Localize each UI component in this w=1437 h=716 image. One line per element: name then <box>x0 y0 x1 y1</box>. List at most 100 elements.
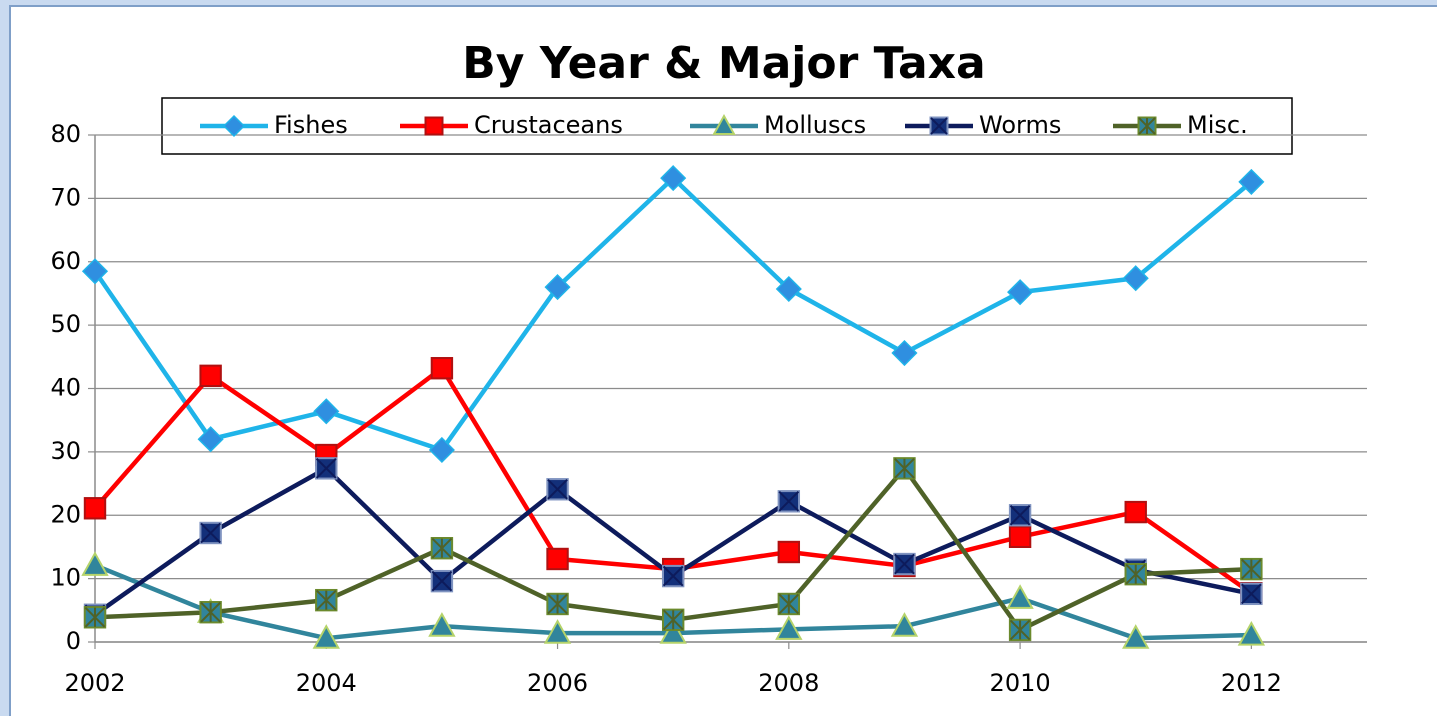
x-tick-label: 2006 <box>527 669 588 697</box>
x-tick-label: 2010 <box>990 669 1051 697</box>
marker-shape <box>222 114 246 138</box>
marker <box>1240 582 1263 606</box>
marker-shape <box>1122 624 1150 649</box>
marker <box>315 588 338 612</box>
marker-shape <box>430 357 454 380</box>
marker <box>893 457 916 480</box>
marker-cross <box>1009 504 1031 526</box>
marker-cross <box>315 458 337 479</box>
marker-cross <box>1138 117 1156 135</box>
marker <box>661 608 685 632</box>
y-tick-label: 10 <box>50 564 81 592</box>
x-tick-label: 2002 <box>64 669 125 697</box>
marker-shape <box>424 116 444 136</box>
marker <box>543 619 572 644</box>
marker <box>222 114 246 138</box>
marker-shape <box>544 274 571 301</box>
y-tick-label: 0 <box>66 627 81 655</box>
marker <box>1122 265 1149 292</box>
marker-shape <box>1006 584 1034 609</box>
marker <box>430 569 454 593</box>
marker <box>428 612 456 637</box>
marker-cross <box>894 553 915 575</box>
marker-shape <box>313 398 340 425</box>
marker-cross <box>200 522 221 544</box>
marker <box>81 258 109 285</box>
marker-cross <box>200 601 221 623</box>
marker-shape <box>712 113 736 135</box>
marker <box>81 551 109 576</box>
marker <box>893 552 916 576</box>
marker-shape <box>81 258 109 285</box>
marker-shape <box>428 436 455 464</box>
marker-shape <box>1238 168 1265 195</box>
marker <box>199 521 222 545</box>
marker <box>777 540 801 564</box>
legend-label: Crustaceans <box>474 111 623 139</box>
marker <box>1124 500 1147 524</box>
legend-label: Molluscs <box>764 111 866 139</box>
marker-shape <box>775 275 802 303</box>
marker <box>1008 525 1032 548</box>
marker <box>546 547 569 571</box>
marker <box>430 537 454 560</box>
y-tick-label: 80 <box>50 120 81 148</box>
marker-cross <box>930 117 948 135</box>
legend-label: Misc. <box>1187 111 1248 139</box>
marker-shape <box>1007 279 1034 306</box>
marker-shape <box>543 619 572 644</box>
y-tick-label: 50 <box>50 310 81 338</box>
x-tick-label: 2004 <box>296 669 357 697</box>
marker-cross <box>547 478 568 500</box>
marker <box>775 615 803 640</box>
x-tick-label: 2008 <box>758 669 819 697</box>
marker <box>1240 557 1263 581</box>
marker <box>661 564 685 588</box>
marker <box>1008 618 1032 642</box>
marker-cross <box>315 589 337 611</box>
marker-shape <box>777 540 801 564</box>
marker-cross <box>1009 619 1031 641</box>
marker-cross <box>1125 563 1147 585</box>
y-tick-label: 30 <box>50 437 81 465</box>
marker <box>1238 168 1265 195</box>
marker <box>712 113 736 135</box>
marker-shape <box>1237 620 1266 646</box>
marker <box>315 457 338 480</box>
y-tick-label: 60 <box>50 247 81 275</box>
marker <box>197 426 224 453</box>
marker <box>424 116 444 136</box>
marker <box>199 364 222 388</box>
marker-cross <box>431 537 453 559</box>
legend-label: Fishes <box>274 111 348 139</box>
marker-cross <box>84 606 106 628</box>
marker-shape <box>199 364 222 388</box>
marker <box>83 606 107 629</box>
y-tick-label: 20 <box>50 500 81 528</box>
marker <box>929 116 949 136</box>
marker-shape <box>546 547 569 571</box>
marker <box>313 398 340 425</box>
marker <box>546 592 569 616</box>
marker <box>660 165 687 192</box>
marker-cross <box>778 490 800 512</box>
legend-label: Worms <box>979 111 1061 139</box>
y-tick-label: 70 <box>50 183 81 211</box>
marker-shape <box>775 615 803 640</box>
marker <box>777 592 801 616</box>
marker <box>312 624 340 649</box>
marker-cross <box>662 565 684 587</box>
marker-shape <box>428 612 456 637</box>
marker <box>428 436 455 464</box>
marker <box>891 339 918 367</box>
marker <box>1007 279 1034 306</box>
marker-shape <box>81 551 109 576</box>
marker-shape <box>1122 265 1149 292</box>
marker <box>775 275 802 303</box>
marker-shape <box>660 165 687 192</box>
marker-shape <box>890 612 919 637</box>
marker-cross <box>894 458 915 479</box>
marker-shape <box>1124 500 1147 524</box>
